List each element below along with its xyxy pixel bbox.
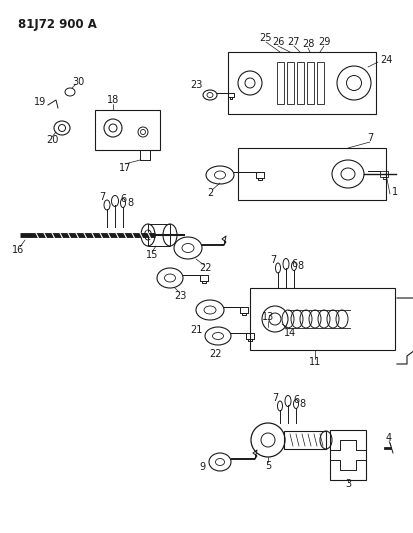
Text: 14: 14 [284,328,296,338]
Text: 16: 16 [12,245,24,255]
Text: 81J72 900 A: 81J72 900 A [18,18,97,31]
Text: 3: 3 [345,479,351,489]
Bar [238,148,386,200]
Text: 23: 23 [190,80,202,90]
Bar [95,110,160,150]
Text: 15: 15 [146,250,158,260]
Text: 8: 8 [299,399,305,409]
Text: 18: 18 [107,95,119,105]
Bar [228,52,376,114]
Text: 26: 26 [272,37,284,47]
Text: 23: 23 [174,291,186,301]
Text: 11: 11 [309,357,321,367]
Bar [316,62,323,104]
Text: 17: 17 [119,163,131,173]
Text: 13: 13 [262,312,274,322]
Bar [284,431,326,449]
Bar [250,288,395,350]
Text: 22: 22 [200,263,212,273]
Text: 2: 2 [207,188,213,198]
Text: 20: 20 [46,135,58,145]
Text: 6: 6 [291,259,297,269]
Text: 21: 21 [190,325,202,335]
Text: 29: 29 [318,37,330,47]
Text: 7: 7 [367,133,373,143]
Bar [287,62,294,104]
Text: 22: 22 [210,349,222,359]
Text: 25: 25 [260,33,272,43]
Bar [276,62,283,104]
Text: 19: 19 [34,97,46,107]
Text: 24: 24 [380,55,392,65]
Bar [330,430,366,480]
Text: 8: 8 [297,261,303,271]
Text: 7: 7 [270,255,276,265]
Text: 27: 27 [288,37,300,47]
Text: 1: 1 [392,187,398,197]
Bar [297,62,304,104]
Text: 4: 4 [386,433,392,443]
Text: 7: 7 [99,192,105,202]
Bar [306,62,313,104]
Text: 7: 7 [272,393,278,403]
Bar [148,224,170,246]
Text: 9: 9 [199,462,205,472]
Text: 8: 8 [127,198,133,208]
Text: 6: 6 [293,395,299,405]
Text: 28: 28 [302,39,314,49]
Text: 5: 5 [265,461,271,471]
Text: 6: 6 [120,194,126,204]
Text: 30: 30 [72,77,84,87]
